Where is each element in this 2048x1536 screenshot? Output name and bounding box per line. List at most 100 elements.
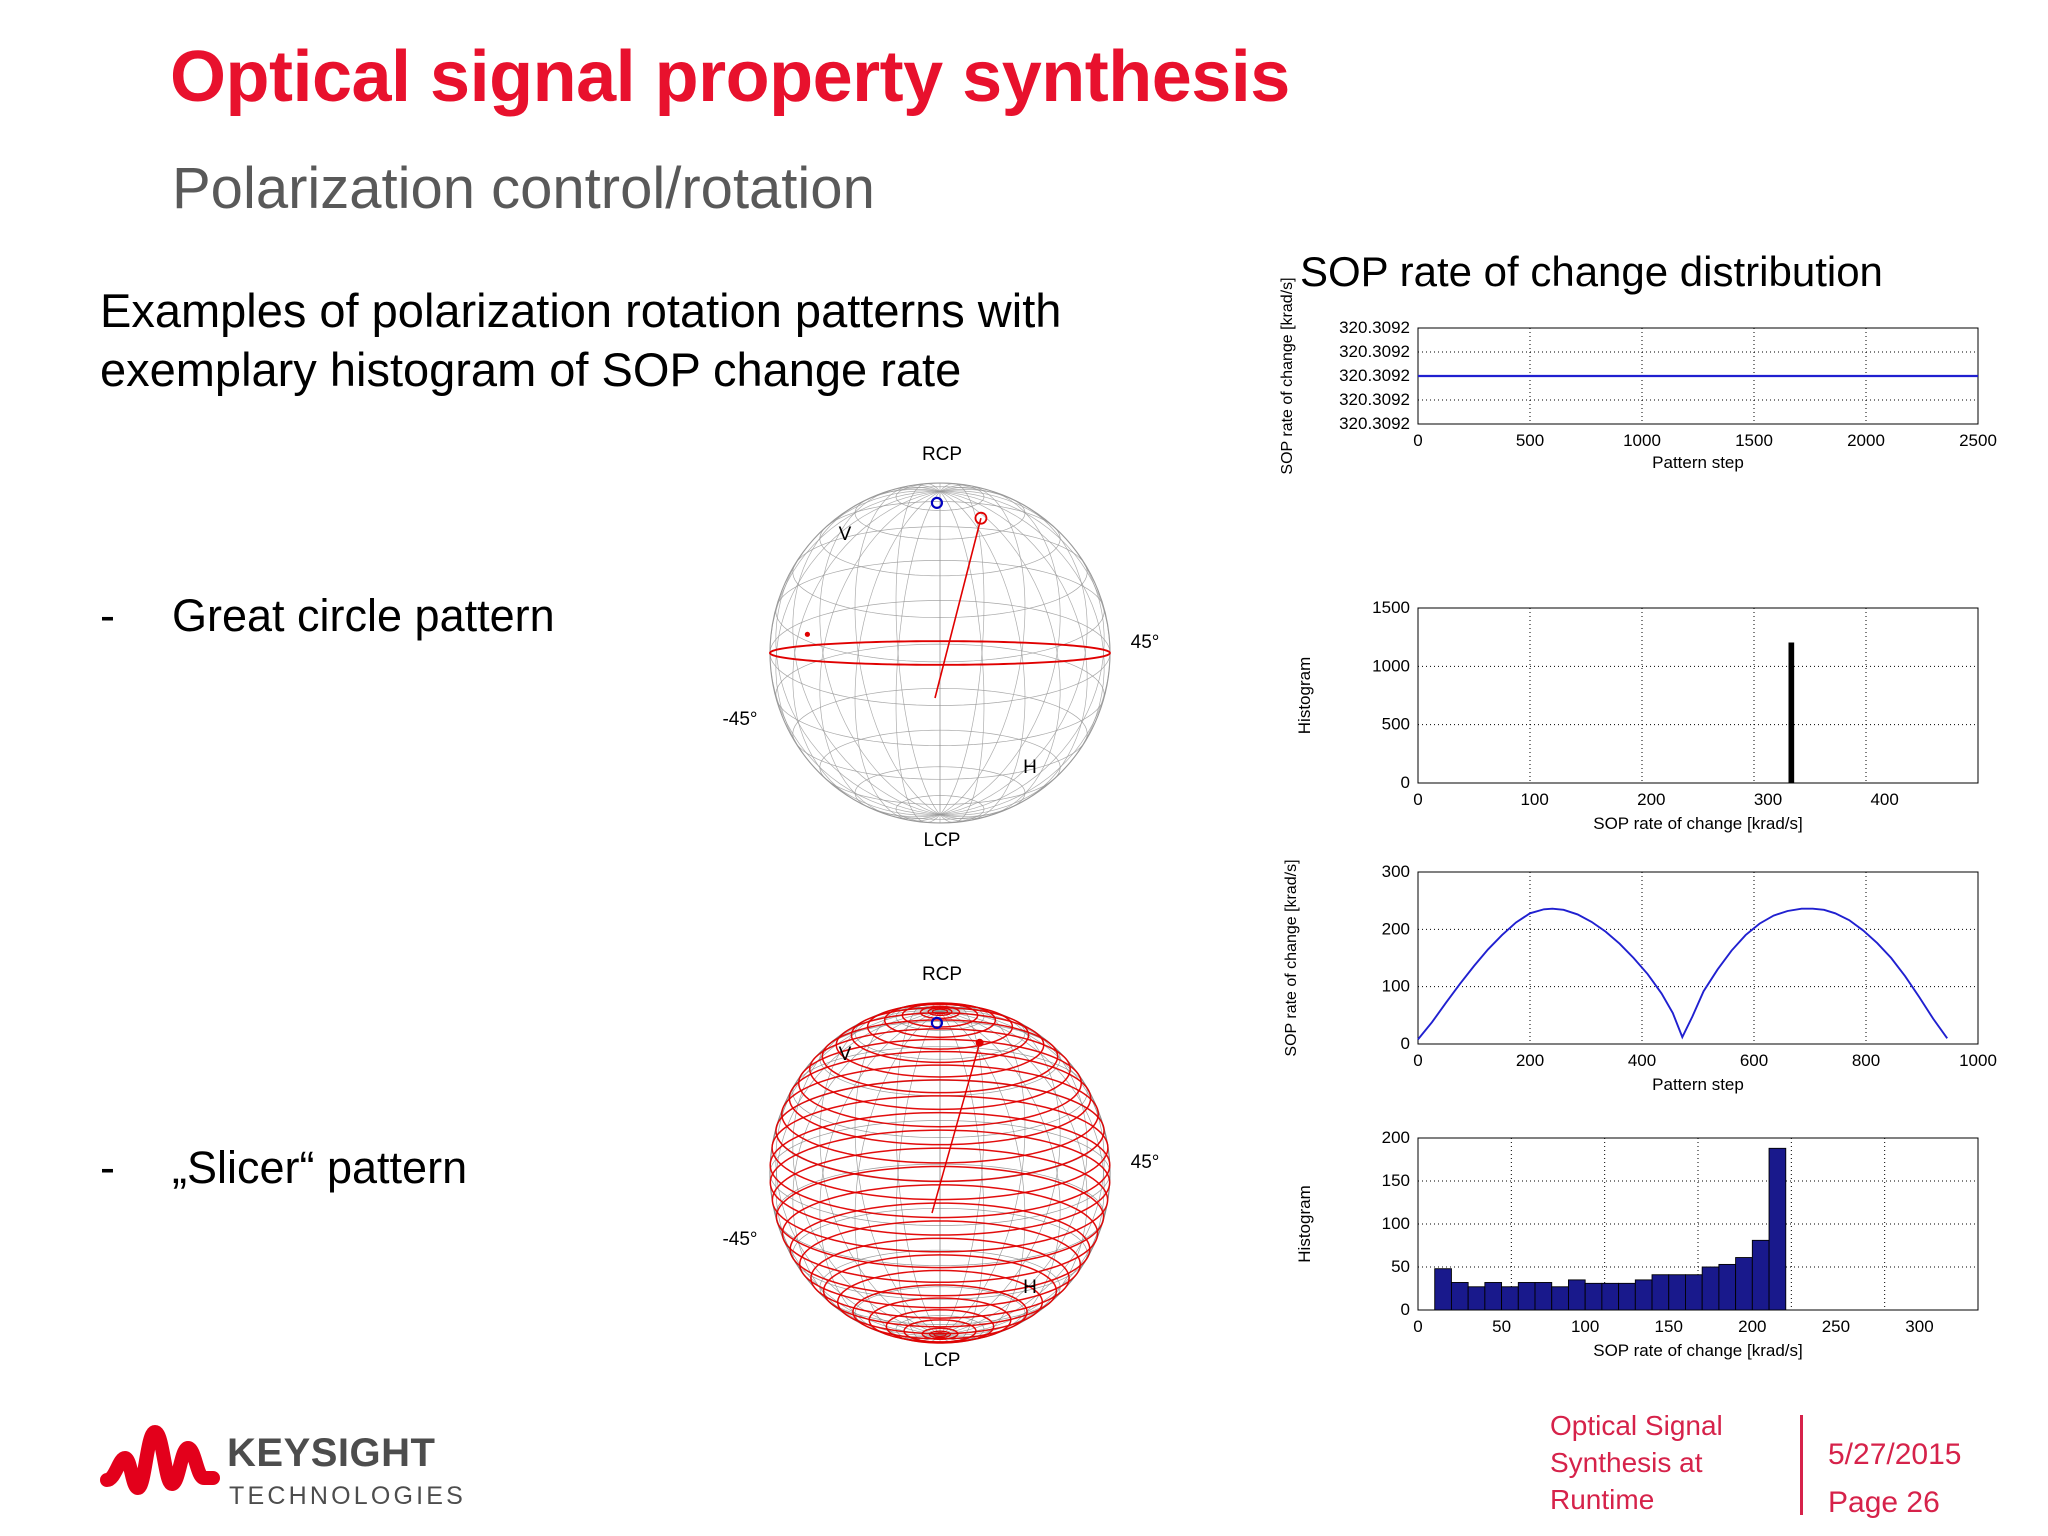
- histogram-bar: [1751, 1239, 1770, 1311]
- great-circle-poincare-sphere: RCP LCP V H 45° -45°: [722, 438, 1200, 858]
- slicer-trace-ring: [921, 1327, 959, 1341]
- histogram-bar: [1501, 1286, 1519, 1311]
- x-tick-label: 400: [1870, 790, 1898, 809]
- sphere-wireframe: [769, 482, 1111, 824]
- slicer-trace-ring: [836, 1269, 1044, 1335]
- y-tick-label: 100: [1382, 977, 1410, 996]
- y-tick-label: 300: [1382, 862, 1410, 881]
- slicer-trace-ring: [822, 1254, 1058, 1328]
- histogram-bar: [1551, 1286, 1569, 1311]
- slicer-trace-ring: [931, 1008, 949, 1015]
- histogram-bar: [1467, 1286, 1486, 1311]
- x-tick-label: 100: [1571, 1317, 1599, 1336]
- intro-paragraph: Examples of polarization rotation patter…: [100, 284, 1062, 396]
- slicer-trace-ring: [775, 1079, 1105, 1183]
- slicer-trace-ring: [788, 1050, 1092, 1146]
- slicer-trace-ring: [928, 1330, 952, 1339]
- sphere-meridian: [775, 490, 941, 816]
- sphere-meridian: [854, 491, 941, 822]
- x-tick-label: 200: [1738, 1317, 1766, 1336]
- keysight-waveform-mark: [100, 1425, 220, 1495]
- y-axis-label: Histogram: [1295, 1185, 1314, 1262]
- x-tick-label: 0: [1413, 790, 1422, 809]
- chart-sop-rate-slicer: 0 100 200 300 0 200 400 600 800 1000 Pattern step S…: [1270, 859, 2010, 1120]
- logo-graphic: KEYSIGHT TECHNOLOGIES: [100, 1425, 466, 1510]
- x-tick-label: 0: [1413, 1051, 1422, 1070]
- histogram-bar: [1584, 1282, 1603, 1311]
- x-tick-label: 0: [1413, 1317, 1422, 1336]
- x-tick-label: 200: [1637, 790, 1665, 809]
- sphere-graphic: RCP LCP V H 45° -45°: [722, 964, 1159, 1371]
- y-tick-label: 320.3092: [1339, 414, 1410, 433]
- x-tick-label: 600: [1740, 1051, 1768, 1070]
- histogram-bar: [1685, 1274, 1703, 1311]
- x-tick-label: 300: [1905, 1317, 1933, 1336]
- x-axis-label: Pattern step: [1652, 1075, 1744, 1094]
- chart-graphic: 0 100 200 300 0 200 400 600 800 1000 Pattern step S…: [1283, 859, 1997, 1094]
- data-line-series-0: [1417, 907, 1948, 1041]
- chart-graphic: 320.3092 320.3092 320.3092 320.3092 320.3092…: [1279, 277, 1997, 474]
- sphere-trajectory: [769, 1002, 1111, 1344]
- x-tick-label: 150: [1655, 1317, 1683, 1336]
- sphere-label-rcp: RCP: [922, 964, 962, 985]
- y-axis-label: SOP rate of change [krad/s]: [1279, 277, 1296, 474]
- y-tick-label: 50: [1391, 1257, 1410, 1276]
- sphere-meridian: [939, 483, 985, 815]
- x-axis-label: SOP rate of change [krad/s]: [1593, 1341, 1802, 1360]
- state-vector-line: [934, 517, 982, 699]
- y-tick-label: 150: [1382, 1171, 1410, 1190]
- x-tick-label: 300: [1754, 790, 1782, 809]
- histogram-bar: [1601, 1282, 1620, 1311]
- histogram-bar: [1735, 1257, 1753, 1311]
- y-axis-label: Histogram: [1295, 657, 1314, 734]
- chart-graphic: 0 500 1000 1500 0 100 200 300 400 SOP rate of cha…: [1295, 598, 1979, 833]
- histogram-bar: [1701, 1266, 1720, 1311]
- slicer-trace-ring: [769, 1111, 1111, 1219]
- y-tick-label: 0: [1401, 1300, 1410, 1319]
- current-state-marker: [974, 511, 988, 525]
- x-tick-label: 250: [1822, 1317, 1850, 1336]
- histogram-bar: [1567, 1279, 1586, 1311]
- y-tick-label: 200: [1382, 919, 1410, 938]
- page-title: Optical signal property synthesis: [170, 37, 1290, 117]
- bullet-item-slicer: - „Slicer“ pattern: [100, 1142, 467, 1194]
- bullet-label: Great circle pattern: [172, 590, 555, 641]
- x-tick-label: 200: [1516, 1051, 1544, 1070]
- sphere-label-v: V: [839, 1044, 852, 1065]
- histogram-bar: [1768, 1147, 1787, 1311]
- slicer-trace-ring: [769, 1129, 1111, 1236]
- slicer-trace-ring: [771, 1147, 1109, 1253]
- slicer-trace-ring: [835, 1012, 1045, 1078]
- y-tick-label: 1500: [1372, 598, 1410, 617]
- chart-histogram-slicer: 0 50 100 150 200 0 50 100 150 200 250 300 SOP rate o…: [1270, 1128, 2010, 1390]
- slicer-trace-ring: [927, 1007, 953, 1017]
- sphere-meridian: [939, 490, 1105, 816]
- histogram-bar: [1651, 1274, 1670, 1311]
- x-axis-label: Pattern step: [1652, 453, 1744, 472]
- sphere-meridian: [895, 483, 941, 815]
- sphere-label-minus45: -45°: [722, 1229, 757, 1250]
- slicer-trace-ring: [775, 1165, 1105, 1269]
- x-tick-label: 400: [1628, 1051, 1656, 1070]
- slicer-trace-ring: [771, 1095, 1109, 1201]
- x-tick-label: 50: [1492, 1317, 1511, 1336]
- sphere-label-45: 45°: [1131, 632, 1160, 653]
- logo-sub-text: TECHNOLOGIES: [229, 1482, 466, 1510]
- histogram-bar: [1634, 1279, 1653, 1311]
- slicer-trace-ring: [789, 1202, 1091, 1297]
- bullet-dash: -: [100, 1142, 115, 1193]
- slicer-trace-ring: [809, 1028, 1071, 1111]
- y-tick-label: 500: [1382, 715, 1410, 734]
- slicer-trace-ring: [933, 1332, 947, 1338]
- bullet-dash: -: [100, 590, 115, 641]
- x-tick-label: 500: [1516, 431, 1544, 450]
- current-state-marker: [975, 1038, 984, 1047]
- y-tick-label: 320.3092: [1339, 318, 1410, 337]
- chart-sop-rate-great-circle: 320.3092 320.3092 320.3092 320.3092 320.3092…: [1270, 277, 2010, 474]
- histogram-bar: [1718, 1263, 1737, 1311]
- slicer-trace-ring: [919, 1005, 961, 1020]
- x-tick-label: 0: [1413, 431, 1422, 450]
- sphere-label-h: H: [1023, 757, 1037, 778]
- chart-graphic: 0 50 100 150 200 0 50 100 150 200 250 300 SOP rate o…: [1295, 1128, 1979, 1360]
